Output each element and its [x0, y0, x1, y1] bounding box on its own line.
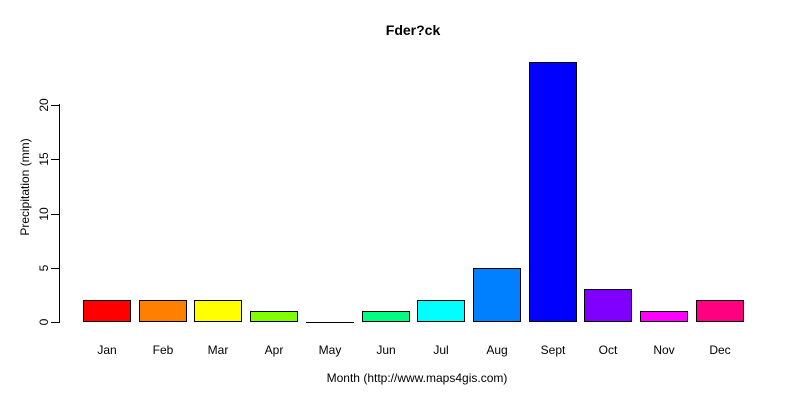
chart-title: Fder?ck: [385, 22, 441, 38]
bar-nov: [640, 311, 688, 322]
y-tick-label: 5: [37, 264, 51, 272]
x-tick-label-jun: Jun: [376, 343, 396, 357]
x-tick-label-sept: Sept: [540, 343, 566, 357]
x-tick-label-may: May: [318, 343, 342, 357]
y-tick-mark: [51, 105, 60, 106]
bar-dec: [696, 300, 744, 322]
bar-apr: [250, 311, 298, 322]
y-tick-label: 0: [37, 318, 51, 326]
bar-jun: [362, 311, 410, 322]
x-tick-label-jan: Jan: [97, 343, 117, 357]
x-tick-label-aug: Aug: [486, 343, 508, 357]
x-tick-label-feb: Feb: [152, 343, 174, 357]
bar-jan: [83, 300, 131, 322]
bar-feb: [139, 300, 187, 322]
bar-aug: [473, 268, 521, 322]
x-tick-label-nov: Nov: [653, 343, 675, 357]
x-axis-label: Month (http://www.maps4gis.com): [326, 371, 508, 385]
y-tick-mark: [51, 267, 60, 269]
x-tick-label-oct: Oct: [598, 343, 618, 357]
bar-mar: [194, 300, 242, 322]
bar-sept: [529, 62, 577, 322]
bar-may: [306, 322, 354, 323]
y-tick-mark: [51, 213, 60, 215]
x-tick-label-dec: Dec: [709, 343, 731, 357]
y-tick-label: 15: [37, 152, 51, 166]
y-tick-label: 20: [37, 98, 51, 112]
y-tick-mark: [51, 159, 60, 161]
y-tick-mark: [51, 322, 60, 323]
bar-jul: [417, 300, 465, 322]
y-tick-label: 10: [37, 206, 51, 221]
bar-oct: [584, 289, 632, 322]
x-tick-label-apr: Apr: [264, 343, 284, 357]
x-tick-label-mar: Mar: [207, 343, 229, 357]
y-axis-label: Precipitation (mm): [18, 138, 32, 236]
x-tick-label-jul: Jul: [433, 343, 449, 357]
